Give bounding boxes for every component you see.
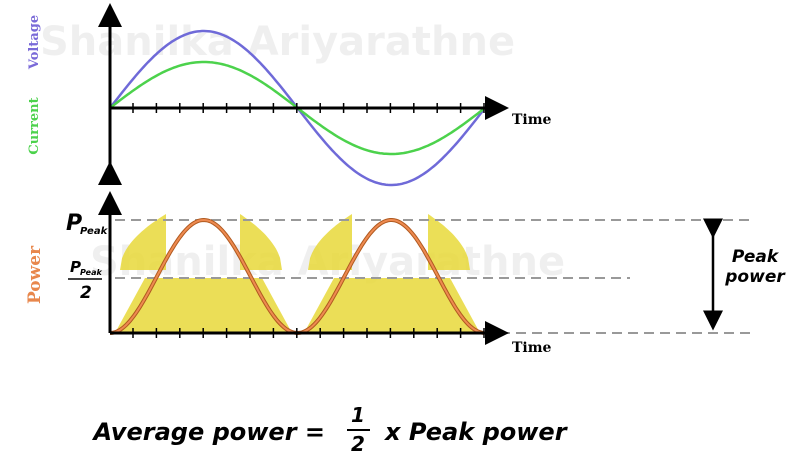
- fill-cap: [428, 214, 470, 270]
- peak-symbol: P: [66, 211, 82, 236]
- formula-left: Average power =: [92, 418, 325, 446]
- peak-power-label: Peak: [732, 247, 780, 267]
- fill-cap: [308, 214, 352, 270]
- fill-lower: [304, 278, 480, 333]
- power-label: Power: [25, 245, 45, 304]
- peak-power-label: power: [724, 267, 786, 287]
- half-denominator: 2: [80, 283, 92, 303]
- fill-cap: [120, 214, 166, 270]
- axes: [98, 3, 750, 345]
- average-fill: [115, 214, 480, 333]
- current-label: Current: [27, 97, 42, 154]
- voltage-label: Voltage: [27, 15, 42, 70]
- peak-subscript: Peak: [80, 226, 109, 237]
- formula-right: x Peak power: [384, 418, 569, 446]
- half-symbol: P: [70, 258, 81, 276]
- fill-lower: [115, 278, 292, 333]
- time-label: Time: [512, 340, 552, 356]
- watermark-group: Shanilka Ariyarathne Shanilka Ariyarathn…: [40, 19, 565, 285]
- formula-denominator: 2: [351, 432, 365, 453]
- fill-cap: [240, 214, 282, 270]
- time-label: Time: [512, 112, 552, 128]
- half-subscript: Peak: [80, 268, 102, 277]
- formula-numerator: 1: [351, 403, 365, 427]
